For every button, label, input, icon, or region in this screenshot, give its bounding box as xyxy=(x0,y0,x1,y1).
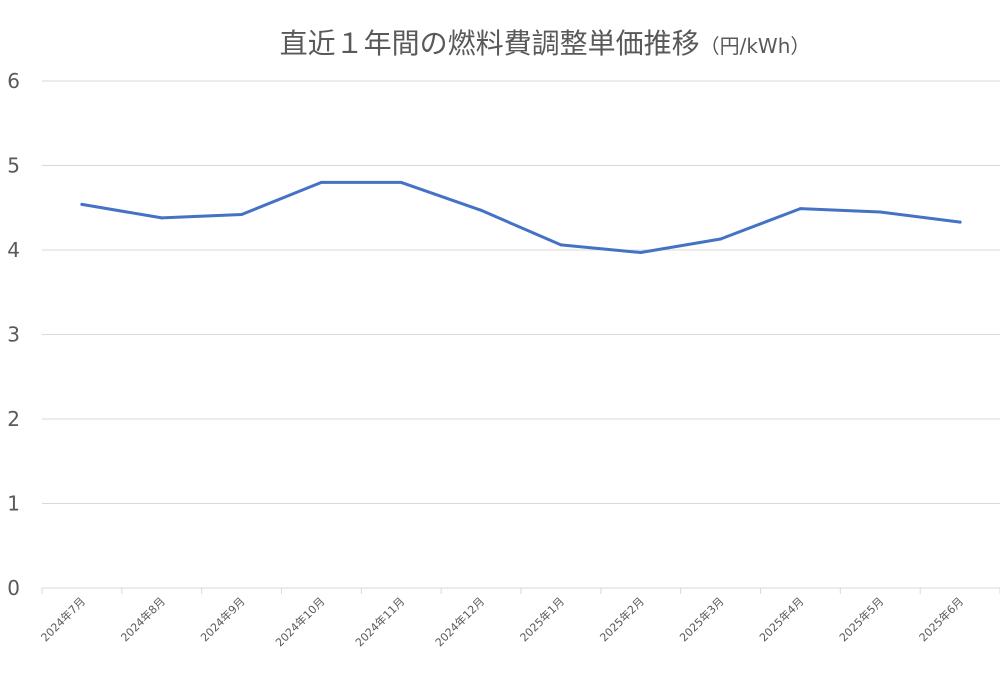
series-line xyxy=(80,180,962,255)
x-tick-label: 2025年4月 xyxy=(756,594,806,644)
data-point xyxy=(639,251,643,255)
data-point xyxy=(319,180,323,184)
chart-title-text: 直近１年間の燃料費調整単価推移 xyxy=(279,27,700,60)
data-point xyxy=(479,208,483,212)
data-point xyxy=(240,213,244,217)
x-tick-label: 2024年9月 xyxy=(198,594,248,644)
x-tick-label: 2024年11月 xyxy=(352,594,407,649)
series-layer xyxy=(80,180,962,255)
data-point xyxy=(559,243,563,247)
y-tick-label: 0 xyxy=(7,576,20,600)
x-tick-label: 2025年6月 xyxy=(916,594,966,644)
data-point xyxy=(399,180,403,184)
x-tick-label: 2024年10月 xyxy=(272,594,327,649)
y-axis-ticks: 0 1 2 3 4 5 6 xyxy=(7,69,20,600)
y-tick-label: 4 xyxy=(7,238,20,262)
x-tick-label: 2024年7月 xyxy=(38,594,88,644)
y-tick-label: 5 xyxy=(7,154,20,178)
x-tick-label: 2025年3月 xyxy=(677,594,727,644)
data-point xyxy=(878,210,882,214)
x-tick-label: 2025年5月 xyxy=(836,594,886,644)
y-tick-label: 2 xyxy=(7,407,20,431)
data-point xyxy=(958,220,962,224)
data-point xyxy=(160,216,164,220)
x-axis-ticks: 2024年7月 2024年8月 2024年9月 2024年10月 2024年11月 202… xyxy=(38,588,1000,649)
y-tick-label: 6 xyxy=(7,69,20,93)
y-tick-label: 3 xyxy=(7,323,20,347)
x-tick-label: 2025年2月 xyxy=(597,594,647,644)
gridlines xyxy=(42,80,1000,589)
y-tick-label: 1 xyxy=(7,492,20,516)
data-point xyxy=(80,202,84,206)
x-tick-label: 2024年8月 xyxy=(118,594,168,644)
data-point xyxy=(719,237,723,241)
x-tick-label: 2024年12月 xyxy=(432,594,487,649)
chart-title: 直近１年間の燃料費調整単価推移（円/kWh） xyxy=(0,22,1000,62)
chart-unit-label: （円/kWh） xyxy=(699,34,811,58)
data-point xyxy=(798,207,802,211)
x-tick-label: 2025年1月 xyxy=(517,594,567,644)
